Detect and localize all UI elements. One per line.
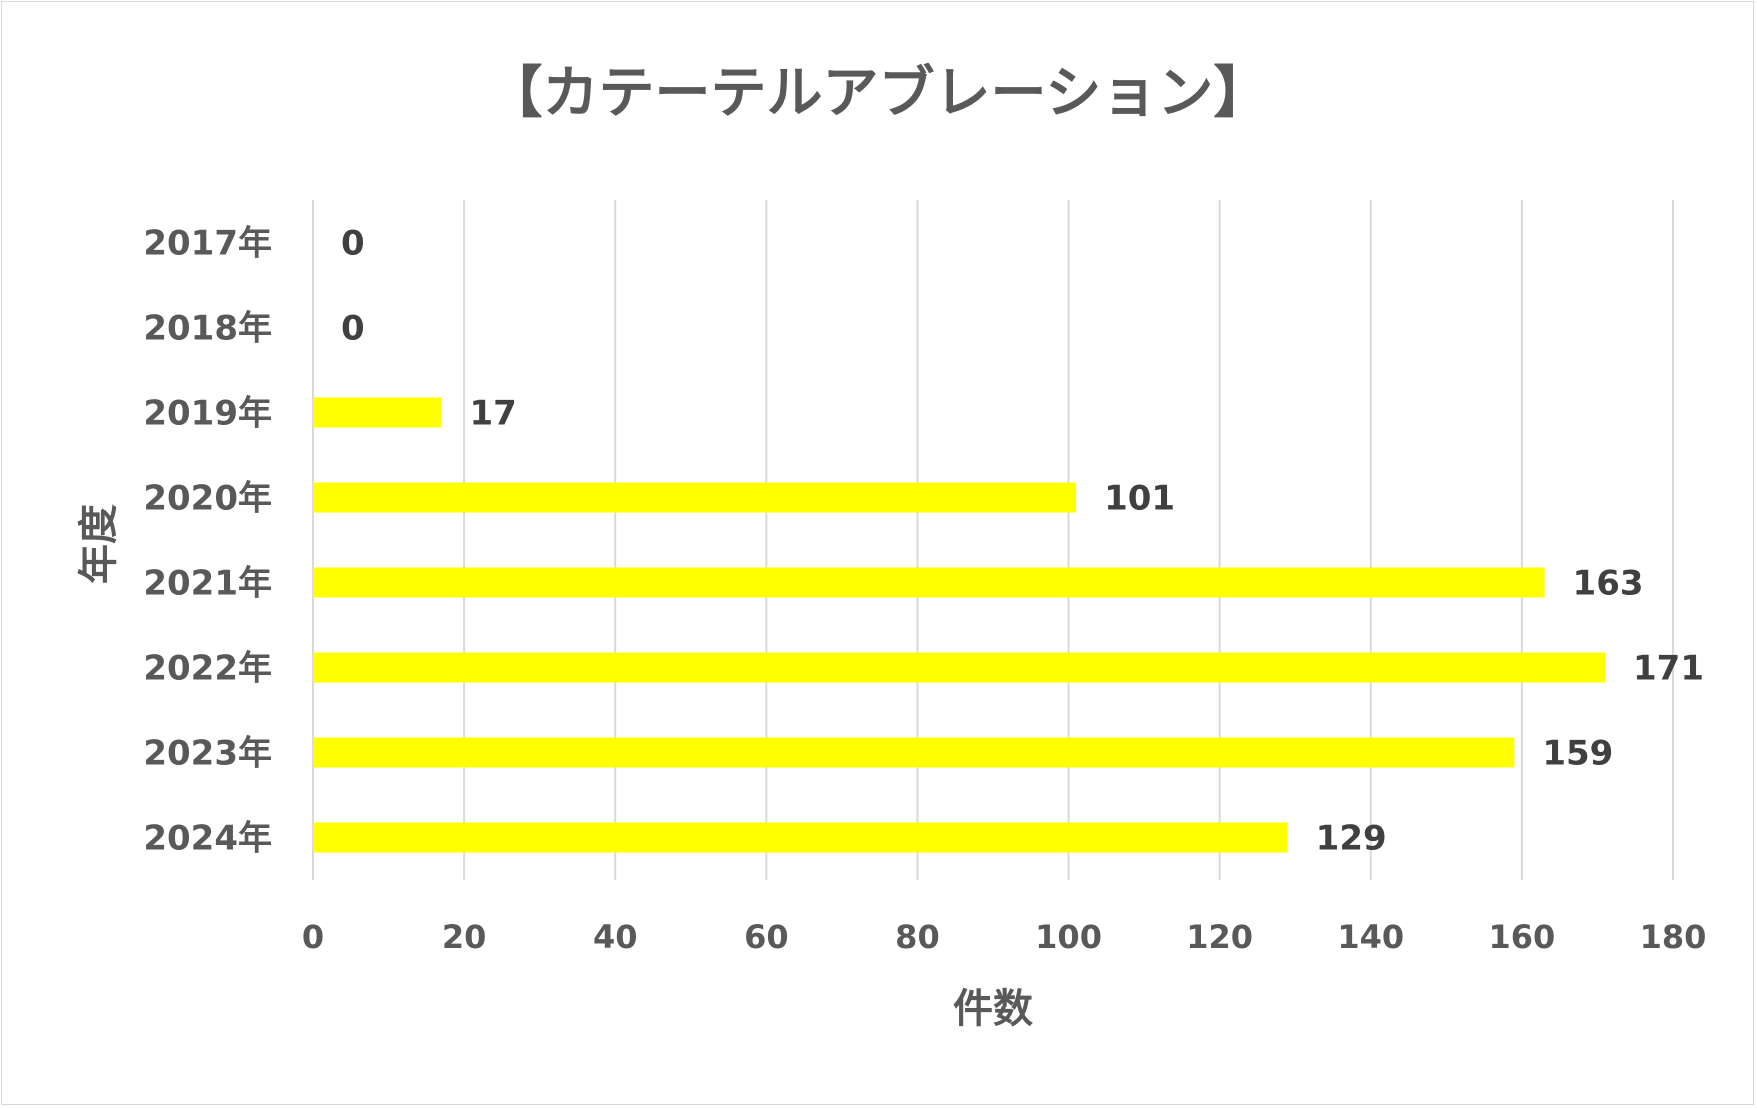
bar-2024年 <box>313 822 1288 853</box>
x-axis-title: 件数 <box>953 986 1033 1032</box>
category-label: 2021年 <box>143 564 272 604</box>
data-label: 0 <box>341 224 365 264</box>
data-label: 0 <box>341 309 365 349</box>
bar-2020年 <box>313 482 1077 513</box>
x-tick-labels: 0 20 40 60 80 100 120 140 160 180 <box>302 918 1707 956</box>
category-label: 2024年 <box>143 819 272 859</box>
data-label: 171 <box>1633 649 1704 689</box>
category-label: 2023年 <box>143 734 272 774</box>
category-label: 2020年 <box>143 479 272 519</box>
y-axis-title: 年度 <box>76 504 122 584</box>
bar-2023年 <box>313 737 1515 768</box>
x-tick-label: 180 <box>1640 918 1707 956</box>
data-label: 159 <box>1542 734 1613 774</box>
category-label: 2019年 <box>143 394 272 434</box>
x-tick-label: 120 <box>1186 918 1253 956</box>
x-tick-label: 140 <box>1337 918 1404 956</box>
category-label: 2018年 <box>143 309 272 349</box>
x-tick-label: 100 <box>1035 918 1102 956</box>
data-label: 101 <box>1104 479 1175 519</box>
x-tick-label: 80 <box>895 918 940 956</box>
bar-2019年 <box>313 397 442 428</box>
bar-2022年 <box>313 652 1605 683</box>
x-tick-label: 60 <box>744 918 789 956</box>
data-label: 17 <box>469 394 516 434</box>
category-labels: 2017年 2018年 2019年 2020年 2021年 2022年 2023年 2024年 <box>143 224 272 859</box>
category-label: 2022年 <box>143 649 272 689</box>
data-label: 129 <box>1316 819 1387 859</box>
data-labels: 0 0 17 101 163 171 159 129 <box>341 224 1704 859</box>
gridlines <box>312 200 1674 880</box>
chart-title: 【カテーテルアブレーション】 <box>487 61 1270 126</box>
category-label: 2017年 <box>143 224 272 264</box>
x-tick-label: 160 <box>1488 918 1555 956</box>
x-tick-label: 20 <box>442 918 487 956</box>
bar-2021年 <box>313 567 1545 598</box>
x-tick-label: 40 <box>593 918 638 956</box>
data-label: 163 <box>1573 564 1644 604</box>
bars <box>313 397 1605 853</box>
x-tick-label: 0 <box>302 918 324 956</box>
